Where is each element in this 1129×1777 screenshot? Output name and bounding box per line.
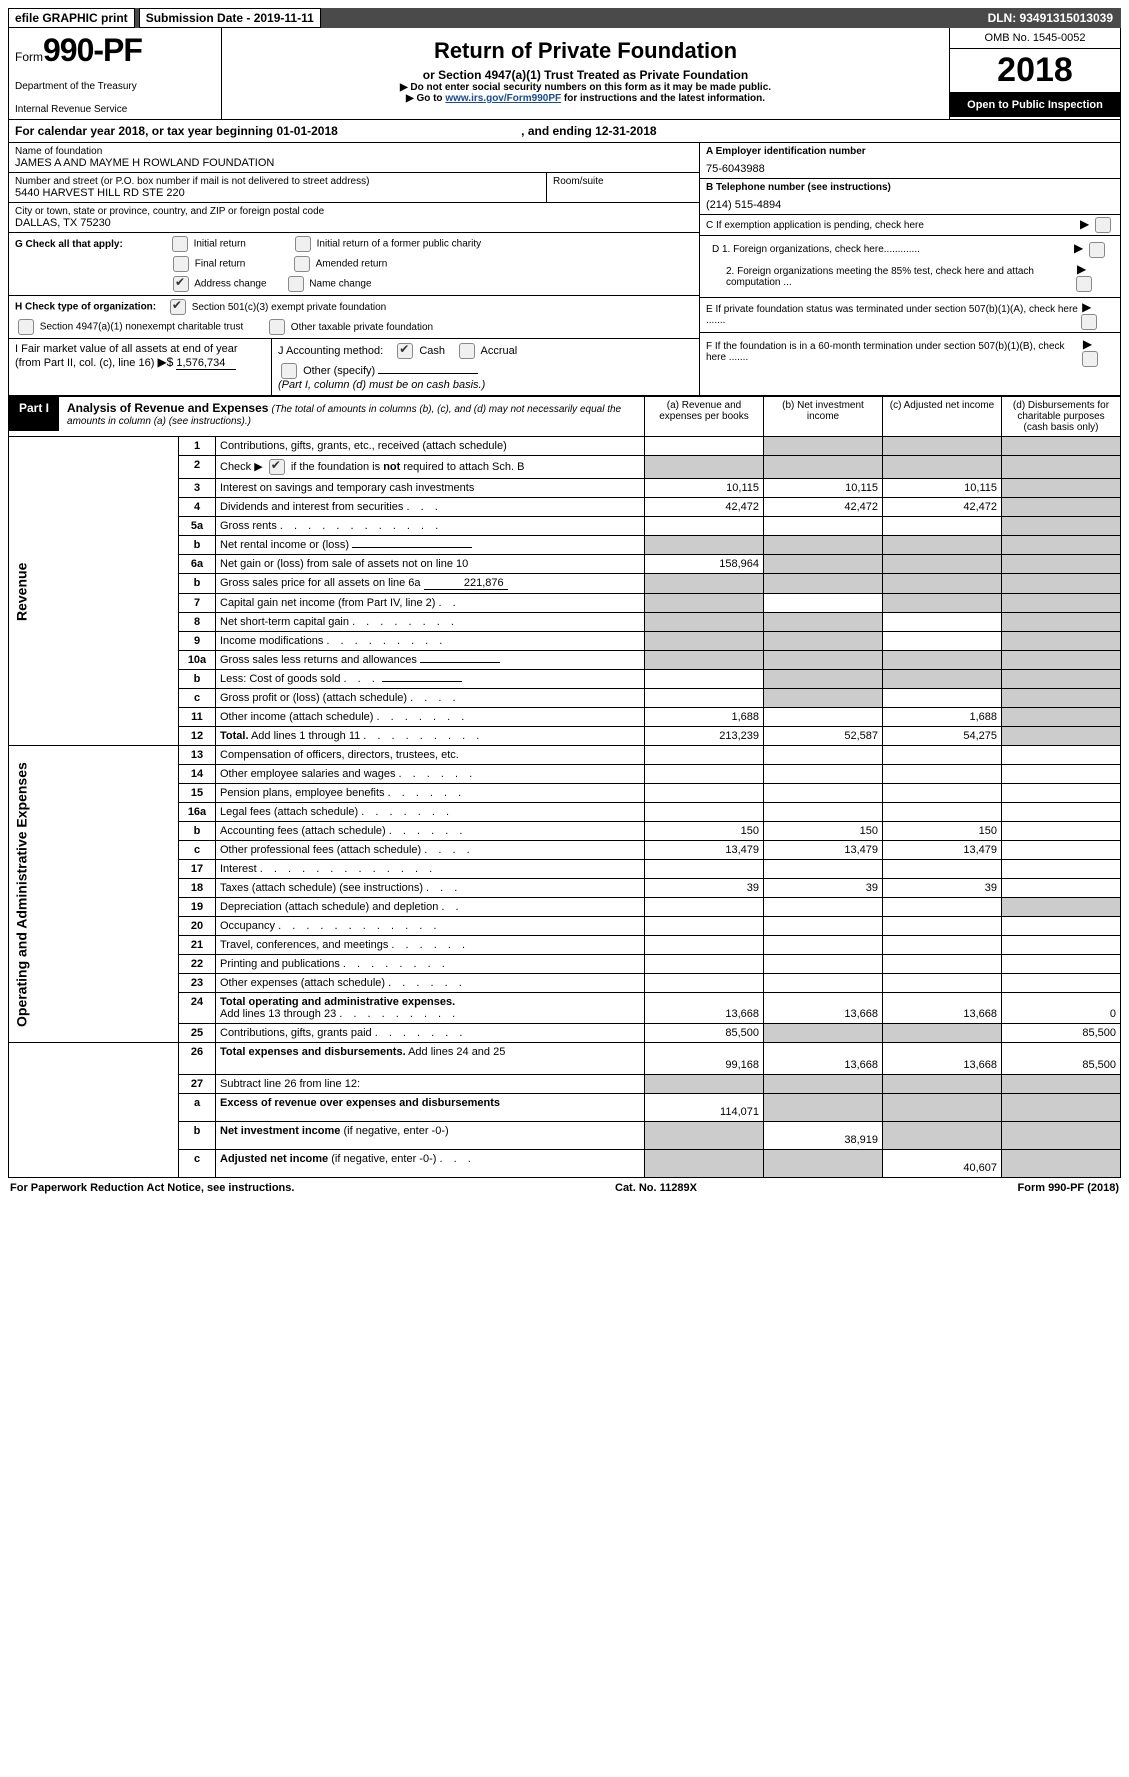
chk-other-taxable[interactable] [269,319,285,335]
form-prefix: Form [15,50,43,64]
chk-foreign-org[interactable] [1089,242,1105,258]
part1-label: Part I [9,397,59,431]
address-cell: Number and street (or P.O. box number if… [9,173,547,202]
chk-501c3[interactable] [170,299,186,315]
analysis-table: Part I Analysis of Revenue and Expenses … [8,396,1121,1178]
col-b-header: (b) Net investment income [764,397,883,437]
cat-number: Cat. No. 11289X [615,1182,697,1194]
chk-address-change[interactable] [173,276,189,292]
foundation-name-cell: Name of foundation JAMES A AND MAYME H R… [9,143,699,173]
efile-label: efile GRAPHIC print [8,8,135,28]
col-c-header: (c) Adjusted net income [883,397,1002,437]
open-public: Open to Public Inspection [950,93,1120,117]
entity-info: Name of foundation JAMES A AND MAYME H R… [8,143,1121,396]
submission-date: Submission Date - 2019-11-11 [139,8,321,28]
chk-final-return[interactable] [173,256,189,272]
chk-other-method[interactable] [281,363,297,379]
header-left: Form990-PF Department of the Treasury In… [9,28,222,119]
chk-sch-b[interactable] [269,459,285,475]
form-note2: ▶ Go to www.irs.gov/Form990PF for instru… [228,93,943,104]
chk-accrual[interactable] [459,343,475,359]
form-footer: Form 990-PF (2018) [1018,1182,1120,1194]
part1-container: Part I Analysis of Revenue and Expenses … [8,396,1121,1178]
section-c: C If exemption application is pending, c… [700,215,1120,236]
form-title: Return of Private Foundation [228,38,943,64]
chk-initial-return[interactable] [172,236,188,252]
chk-4947[interactable] [18,319,34,335]
page-footer: For Paperwork Reduction Act Notice, see … [8,1178,1121,1198]
dept-treasury: Department of the Treasury [15,81,215,92]
chk-amended[interactable] [294,256,310,272]
tax-year: 2018 [950,49,1120,93]
omb-number: OMB No. 1545-0052 [950,28,1120,49]
section-f: F If the foundation is in a 60-month ter… [700,333,1120,371]
calendar-year-row: For calendar year 2018, or tax year begi… [8,120,1121,143]
section-d: D 1. Foreign organizations, check here..… [700,236,1120,297]
chk-foreign-85[interactable] [1076,276,1092,292]
ein-cell: A Employer identification number 75-6043… [700,143,1120,179]
dept-irs: Internal Revenue Service [15,104,215,115]
header-center: Return of Private Foundation or Section … [222,28,949,119]
form-header: Form990-PF Department of the Treasury In… [8,28,1121,120]
header-right: OMB No. 1545-0052 2018 Open to Public In… [949,28,1120,119]
revenue-label: Revenue [9,437,179,746]
section-g: G Check all that apply: Initial return I… [9,233,699,296]
phone-cell: B Telephone number (see instructions) (2… [700,179,1120,215]
paperwork-notice: For Paperwork Reduction Act Notice, see … [10,1182,294,1194]
section-ij: I Fair market value of all assets at end… [9,339,699,395]
section-e: E If private foundation status was termi… [700,298,1120,333]
form-number: 990-PF [43,32,142,68]
fmv-value: 1,576,734 [176,357,236,370]
chk-name-change[interactable] [288,276,304,292]
chk-cash[interactable] [397,343,413,359]
dln-label: DLN: 93491315013039 [988,11,1121,25]
col-d-header: (d) Disbursements for charitable purpose… [1002,397,1121,437]
chk-terminated[interactable] [1081,314,1097,330]
section-h: H Check type of organization: Section 50… [9,296,699,339]
city-cell: City or town, state or province, country… [9,203,699,233]
form-note1: ▶ Do not enter social security numbers o… [228,82,943,93]
form-subtitle: or Section 4947(a)(1) Trust Treated as P… [228,68,943,82]
room-cell: Room/suite [547,173,699,202]
top-bar: efile GRAPHIC print Submission Date - 20… [8,8,1121,28]
col-a-header: (a) Revenue and expenses per books [645,397,764,437]
chk-initial-former[interactable] [295,236,311,252]
expenses-label: Operating and Administrative Expenses [9,746,179,1043]
irs-link[interactable]: www.irs.gov/Form990PF [445,93,561,104]
chk-exemption-pending[interactable] [1095,217,1111,233]
chk-60month[interactable] [1082,351,1098,367]
